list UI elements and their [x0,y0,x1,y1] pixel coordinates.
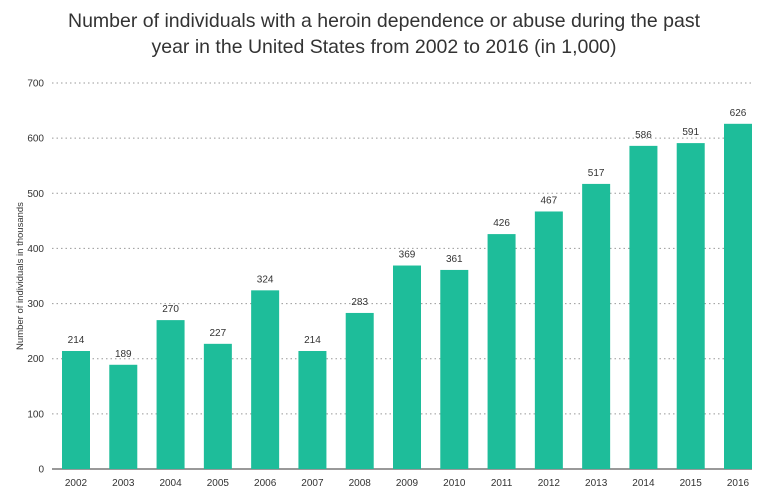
y-tick-label: 200 [27,354,44,365]
data-label: 591 [682,127,699,138]
y-tick-label: 100 [27,409,44,420]
data-label: 189 [115,349,132,360]
bar [62,350,90,469]
bar [629,145,658,469]
data-label: 214 [68,335,85,346]
x-tick-label: 2016 [727,478,750,489]
bar [393,265,421,469]
y-tick-label: 0 [38,465,44,476]
data-label: 324 [257,274,274,285]
y-tick-label: 500 [27,189,44,200]
data-label: 586 [635,130,652,141]
x-tick-label: 2011 [491,478,513,489]
chart-title-line-2: year in the United States from 2002 to 2… [151,36,617,58]
y-tick-label: 400 [27,244,44,255]
x-tick-label: 2008 [349,478,372,489]
x-tick-label: 2003 [112,478,135,489]
bar [156,320,185,469]
data-label: 361 [446,254,463,265]
bar [487,234,516,469]
y-tick-label: 700 [27,79,44,90]
x-tick-label: 2013 [585,478,608,489]
y-axis-label: Number of individuals in thousands [15,202,26,350]
y-tick-label: 600 [27,134,44,145]
data-label: 270 [162,304,179,315]
y-tick-label: 300 [27,299,44,310]
data-label: 626 [730,108,747,119]
x-tick-label: 2007 [301,478,324,489]
data-label: 467 [541,195,558,206]
x-tick-label: 2015 [680,478,703,489]
chart-title: Number of individuals with a heroin depe… [0,8,768,60]
bar [251,290,280,469]
x-tick-label: 2005 [207,478,230,489]
bar [534,211,563,470]
chart-title-line-1: Number of individuals with a heroin depe… [68,10,700,32]
x-tick-label: 2004 [159,478,182,489]
data-label: 426 [493,218,510,229]
bar [345,312,374,469]
bar [440,269,469,469]
x-tick-label: 2012 [538,478,561,489]
data-label: 227 [210,328,227,339]
bar [676,143,705,469]
bar [203,343,232,469]
data-label: 369 [399,250,416,261]
bar [298,350,327,469]
data-label: 283 [351,297,368,308]
bar [582,183,611,469]
bar [724,123,752,469]
x-tick-label: 2009 [396,478,419,489]
x-tick-label: 2006 [254,478,277,489]
data-label: 214 [304,335,321,346]
data-label: 517 [588,168,605,179]
x-tick-label: 2002 [65,478,88,489]
x-tick-label: 2010 [443,478,466,489]
x-tick-label: 2014 [632,478,655,489]
bar [109,364,138,469]
